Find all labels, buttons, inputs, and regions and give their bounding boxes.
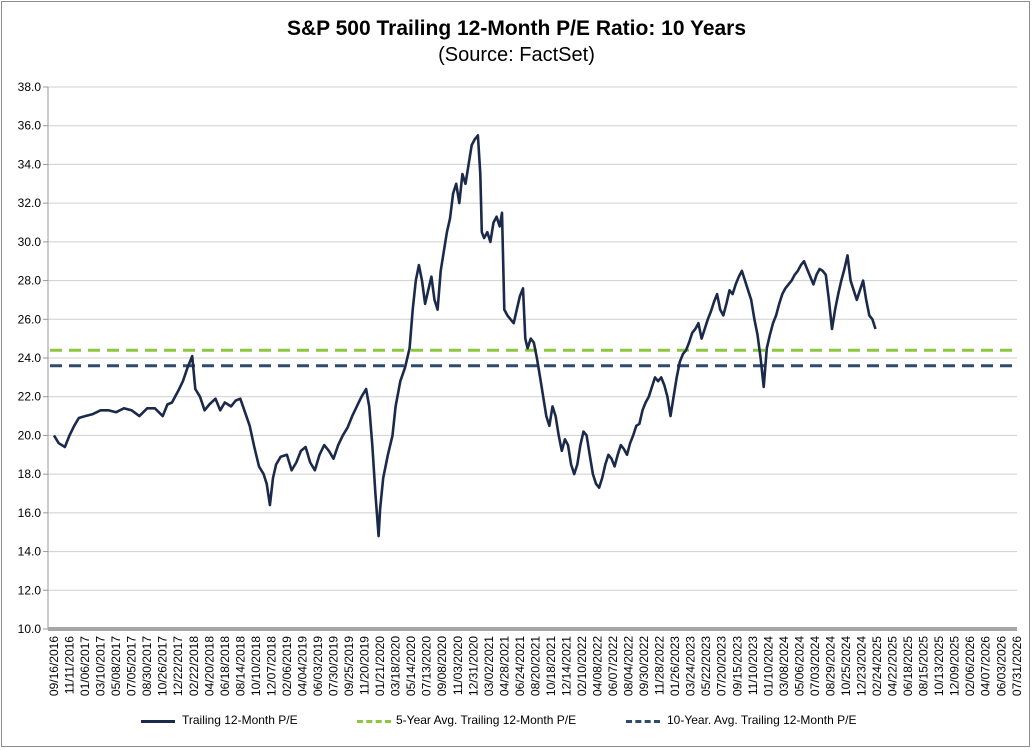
- x-tick-label: 12/31/2020: [466, 636, 480, 696]
- y-tick-label: 28.0: [18, 274, 42, 288]
- legend-label-5yr-avg: 5-Year Avg. Trailing 12-Month P/E: [396, 713, 577, 727]
- x-tick-label: 10/25/2024: [839, 636, 853, 696]
- x-tick-label: 01/06/2017: [78, 636, 92, 696]
- x-tick-label: 07/13/2020: [420, 636, 434, 696]
- y-tick-label: 26.0: [18, 312, 42, 326]
- x-tick-label: 05/14/2020: [404, 636, 418, 696]
- x-tick-label: 06/07/2022: [606, 636, 620, 696]
- y-tick-label: 38.0: [18, 80, 42, 94]
- x-tick-label: 01/10/2024: [761, 636, 775, 696]
- x-tick-label: 11/11/2016: [63, 636, 77, 695]
- x-tick-label: 09/08/2020: [435, 636, 449, 696]
- x-tick-label: 09/16/2016: [47, 636, 61, 696]
- x-tick-label: 06/24/2021: [513, 636, 527, 696]
- x-tick-label: 09/30/2022: [637, 636, 651, 696]
- x-tick-label: 04/07/2026: [979, 636, 993, 696]
- x-tick-label: 01/21/2020: [373, 636, 387, 696]
- x-tick-label: 03/24/2023: [684, 636, 698, 696]
- x-tick-label: 12/23/2024: [855, 636, 869, 696]
- x-tick-label: 08/15/2025: [917, 636, 931, 696]
- x-tick-label: 01/26/2023: [668, 636, 682, 696]
- x-tick-label: 10/18/2021: [544, 636, 558, 696]
- x-tick-label: 03/02/2021: [482, 636, 496, 696]
- x-tick-label: 11/10/2023: [746, 636, 760, 695]
- x-tick-label: 09/25/2019: [342, 636, 356, 696]
- series-layer: [50, 134, 1017, 538]
- y-tick-label: 20.0: [18, 428, 42, 442]
- x-tick-label: 04/22/2025: [886, 636, 900, 696]
- x-tick-label: 07/31/2026: [1010, 636, 1024, 696]
- y-tick-label: 34.0: [18, 157, 42, 171]
- x-tick-label: 08/29/2024: [823, 636, 837, 696]
- y-tick-label: 36.0: [18, 119, 42, 133]
- y-tick-label: 32.0: [18, 196, 42, 210]
- x-tick-label: 07/03/2024: [808, 636, 822, 696]
- x-tick-label: 09/15/2023: [730, 636, 744, 696]
- x-tick-label: 08/04/2022: [622, 636, 636, 696]
- x-tick-label: 02/06/2026: [963, 636, 977, 696]
- x-tick-label: 07/30/2019: [327, 636, 341, 696]
- x-tick-label: 10/26/2017: [156, 636, 170, 696]
- x-tick-label: 02/24/2025: [870, 636, 884, 696]
- x-tick-label: 11/28/2022: [653, 636, 667, 695]
- y-tick-label: 16.0: [18, 506, 42, 520]
- legend-swatch-10yr-avg: [626, 720, 660, 723]
- x-tick-label: 08/14/2018: [233, 636, 247, 696]
- x-tick-label: 03/18/2020: [389, 636, 403, 696]
- x-tick-label: 08/20/2021: [528, 636, 542, 696]
- legend-swatch-5yr-avg: [357, 720, 391, 723]
- x-tick-label: 12/09/2025: [948, 636, 962, 696]
- x-tick-label: 07/05/2017: [125, 636, 139, 696]
- x-tick-label: 11/03/2020: [451, 636, 465, 695]
- x-tick-label: 05/22/2023: [699, 636, 713, 696]
- x-tick-label: 12/14/2021: [559, 636, 573, 696]
- x-tick-label: 05/08/2017: [109, 636, 123, 696]
- x-tick-label: 06/18/2025: [901, 636, 915, 696]
- y-tick-label: 14.0: [18, 545, 42, 559]
- x-tick-label: 02/22/2018: [187, 636, 201, 696]
- x-tick-label: 04/08/2022: [591, 636, 605, 696]
- x-tick-label: 02/10/2022: [575, 636, 589, 696]
- series-pe-line: [52, 134, 877, 538]
- legend-label-pe: Trailing 12-Month P/E: [182, 713, 298, 727]
- x-tick-label: 02/06/2019: [280, 636, 294, 696]
- y-tick-label: 22.0: [18, 390, 42, 404]
- x-tick-label: 04/28/2021: [497, 636, 511, 696]
- x-tick-label: 05/06/2024: [792, 636, 806, 696]
- y-tick-label: 10.0: [18, 622, 42, 636]
- axes: [43, 86, 1017, 631]
- x-tick-label: 04/04/2019: [295, 636, 309, 696]
- x-tick-label: 12/07/2018: [264, 636, 278, 696]
- legend-label-10yr-avg: 10-Year. Avg. Trailing 12-Month P/E: [667, 713, 857, 727]
- y-tick-label: 12.0: [18, 583, 42, 597]
- gridlines: [48, 86, 1017, 591]
- x-tick-label: 08/30/2017: [140, 636, 154, 696]
- x-tick-label: 06/03/2026: [994, 636, 1008, 696]
- chart-title: S&P 500 Trailing 12-Month P/E Ratio: 10 …: [286, 17, 747, 40]
- y-tick-label: 18.0: [18, 467, 42, 481]
- x-tick-label: 06/03/2019: [311, 636, 325, 696]
- legend-swatch-pe: [141, 720, 175, 723]
- x-tick-label: 07/20/2023: [715, 636, 729, 696]
- x-tick-label: 10/13/2025: [932, 636, 946, 696]
- chart-subtitle: (Source: FactSet): [438, 44, 595, 66]
- x-tick-label: 11/20/2019: [358, 636, 372, 695]
- y-tick-label: 30.0: [18, 235, 42, 249]
- x-tick-label: 06/18/2018: [218, 636, 232, 696]
- y-tick-labels: 10.0 12.0 14.0 16.0 18.0 20.0 22.0 24.0 26.0 28.0…: [18, 80, 42, 636]
- x-tick-label: 04/20/2018: [202, 636, 216, 696]
- x-tick-label: 03/08/2024: [777, 636, 791, 696]
- x-tick-label: 03/10/2017: [94, 636, 108, 696]
- x-tick-label: 12/22/2017: [171, 636, 185, 696]
- y-tick-label: 24.0: [18, 351, 42, 365]
- x-tick-label: 10/10/2018: [249, 636, 263, 696]
- x-tick-labels: 09/16/2016 11/11/2016 01/06/2017 03/10/2017…: [47, 636, 1024, 696]
